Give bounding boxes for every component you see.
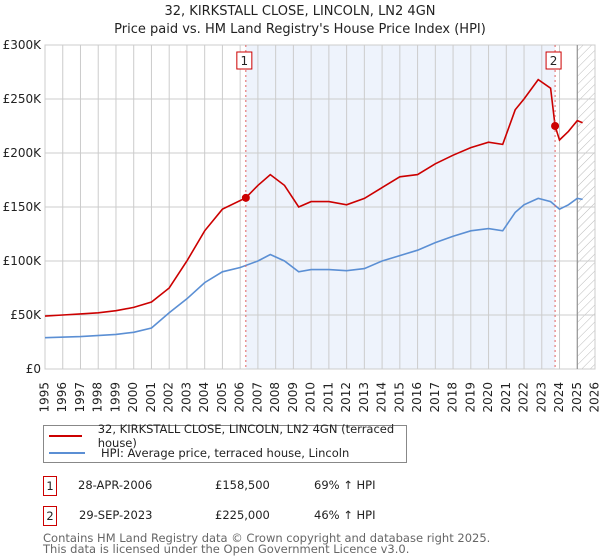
x-tick-label: 2003 xyxy=(179,382,193,413)
x-tick-label: 2024 xyxy=(552,382,566,413)
x-tick-label: 2012 xyxy=(339,382,353,413)
hpi-change: 46% ↑ HPI xyxy=(314,508,376,522)
y-tick-label: £300K xyxy=(3,38,43,52)
legend: 32, KIRKSTALL CLOSE, LINCOLN, LN2 4GN (t… xyxy=(43,422,407,463)
x-tick-label: 2023 xyxy=(534,382,548,413)
x-tick-label: 2008 xyxy=(268,382,282,413)
property-price-line xyxy=(44,78,583,317)
sale-label: 2 xyxy=(550,54,558,68)
x-tick-label: 1995 xyxy=(38,382,52,413)
hpi-change: 69% ↑ HPI xyxy=(314,478,376,492)
marker-badge: 2 xyxy=(43,506,57,526)
hpi-line xyxy=(44,197,583,339)
x-tick-label: 2018 xyxy=(446,382,460,413)
plot-area: 1995 1996 1997 1998 1999 2000 2001 2002 2003 2004… xyxy=(3,38,600,413)
x-tick-label: 1998 xyxy=(91,382,105,413)
sale-point xyxy=(551,122,560,130)
x-tick-label: 2011 xyxy=(321,382,335,413)
x-tick-label: 2010 xyxy=(304,382,318,413)
footer-licence: This data is licensed under the Open Gov… xyxy=(43,542,410,556)
x-tick-label: 2017 xyxy=(428,382,442,413)
sale-label: 1 xyxy=(241,54,249,68)
x-tick-label: 1996 xyxy=(55,382,69,413)
x-tick-label: 2016 xyxy=(410,382,424,413)
x-tick-label: 2019 xyxy=(463,382,477,413)
chart-subtitle: Price paid vs. HM Land Registry's House … xyxy=(114,22,486,37)
x-tick-label: 2000 xyxy=(126,382,140,413)
chart-title: 32, KIRKSTALL CLOSE, LINCOLN, LN2 4GN xyxy=(164,4,436,19)
sale-point xyxy=(241,193,250,202)
legend-property-swatch xyxy=(49,435,82,437)
y-tick-label: £50K xyxy=(10,308,42,322)
y-tick-label: £200K xyxy=(3,146,43,160)
x-tick-label: 1997 xyxy=(73,382,87,413)
x-tick-label: 2007 xyxy=(250,382,264,413)
legend-property-label: 32, KIRKSTALL CLOSE, LINCOLN, LN2 4GN (t… xyxy=(97,422,395,450)
x-tick-label: 2004 xyxy=(197,382,211,413)
x-tick-label: 2006 xyxy=(233,382,247,413)
x-tick-label: 2001 xyxy=(144,382,158,413)
x-tick-label: 2022 xyxy=(517,382,531,413)
x-tick-label: 2025 xyxy=(570,382,584,413)
x-tick-label: 2026 xyxy=(588,382,600,413)
sale-label-box xyxy=(236,51,253,70)
transaction-row: 1 28-APR-2006 £158,500 69% ↑ HPI xyxy=(43,476,543,496)
marker-badge: 1 xyxy=(43,476,57,496)
x-tick-label: 2015 xyxy=(392,382,406,413)
transaction-row: 2 29-SEP-2023 £225,000 46% ↑ HPI xyxy=(43,506,543,526)
sale-date: 28-APR-2006 xyxy=(78,478,153,492)
x-tick-label: 2020 xyxy=(481,382,495,413)
legend-hpi-swatch xyxy=(49,452,85,454)
footer-copyright: Contains HM Land Registry data © Crown c… xyxy=(43,531,491,545)
x-tick-label: 2013 xyxy=(357,382,371,413)
y-tick-label: £250K xyxy=(3,92,43,106)
x-tick-label: 2009 xyxy=(286,382,300,413)
y-tick-label: £0 xyxy=(26,362,41,376)
sale-price: £158,500 xyxy=(215,478,270,492)
sale-date: 29-SEP-2023 xyxy=(79,508,153,522)
x-tick-label: 2002 xyxy=(162,382,176,413)
y-tick-label: £100K xyxy=(3,254,43,268)
x-tick-label: 2005 xyxy=(215,382,229,413)
y-tick-label: £150K xyxy=(3,200,43,214)
sale-price: £225,000 xyxy=(215,508,270,522)
x-tick-label: 1999 xyxy=(108,382,122,413)
plot-frame xyxy=(44,44,596,370)
legend-hpi-label: HPI: Average price, terraced house, Linc… xyxy=(101,446,350,460)
x-tick-label: 2014 xyxy=(375,382,389,413)
sale-label-box xyxy=(545,51,562,70)
x-tick-label: 2021 xyxy=(499,382,513,413)
